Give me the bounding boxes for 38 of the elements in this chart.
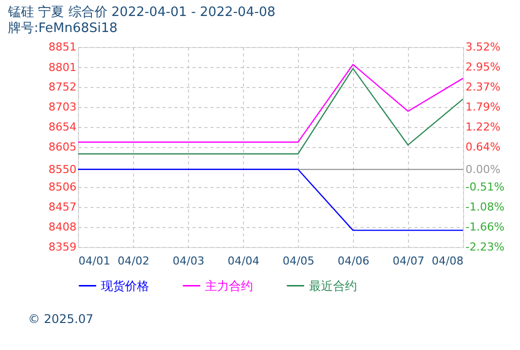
y2-tick-label: 0.00% <box>466 162 500 176</box>
chart-title: 锰硅 宁夏 综合价 2022-04-01 - 2022-04-08 <box>7 4 276 20</box>
y-tick-label: 8457 <box>48 200 76 214</box>
y2-tick-label: 3.52% <box>466 40 500 54</box>
y-tick-label: 8752 <box>48 80 76 94</box>
y-tick-label: 8359 <box>48 240 76 254</box>
y2-tick-label: -1.08% <box>466 200 504 214</box>
y-tick-label: 8408 <box>48 220 76 234</box>
y-tick-label: 8703 <box>48 100 76 114</box>
x-tick-label: 04/08 <box>432 254 464 268</box>
x-tick-label: 04/02 <box>118 254 150 268</box>
chart-subtitle: 牌号:FeMn68Si18 <box>8 21 118 36</box>
y-tick-label: 8801 <box>48 60 76 74</box>
y2-tick-label: 2.95% <box>466 60 500 74</box>
line-series <box>77 68 464 155</box>
text: © 2025.07 <box>28 312 94 326</box>
y2-tick-label: -0.51% <box>466 180 504 194</box>
legend-label: 最近合约 <box>309 278 357 293</box>
legend-label: 主力合约 <box>205 278 253 293</box>
x-tick-label: 04/05 <box>282 254 314 268</box>
y-tick-label: 8506 <box>48 180 76 194</box>
x-tick-label: 04/03 <box>172 254 204 268</box>
y-tick-label: 8605 <box>48 140 76 154</box>
x-tick-label: 04/04 <box>228 254 260 268</box>
y2-tick-label: 2.37% <box>466 80 500 94</box>
y-tick-label: 8550 <box>48 162 76 176</box>
y2-tick-label: 0.64% <box>466 140 500 154</box>
y2-tick-label: -2.23% <box>466 240 504 254</box>
y2-tick-label: 1.22% <box>466 120 500 134</box>
y2-tick-label: -1.66% <box>466 220 504 234</box>
y2-tick-label: 1.79% <box>466 100 500 114</box>
y-tick-label: 8654 <box>48 120 76 134</box>
line-series <box>77 64 464 143</box>
x-tick-label: 04/07 <box>392 254 424 268</box>
y-tick-label: 8851 <box>48 40 76 54</box>
x-tick-label: 04/01 <box>78 254 110 268</box>
legend-label: 现货价格 <box>101 278 149 293</box>
x-tick-label: 04/06 <box>338 254 370 268</box>
